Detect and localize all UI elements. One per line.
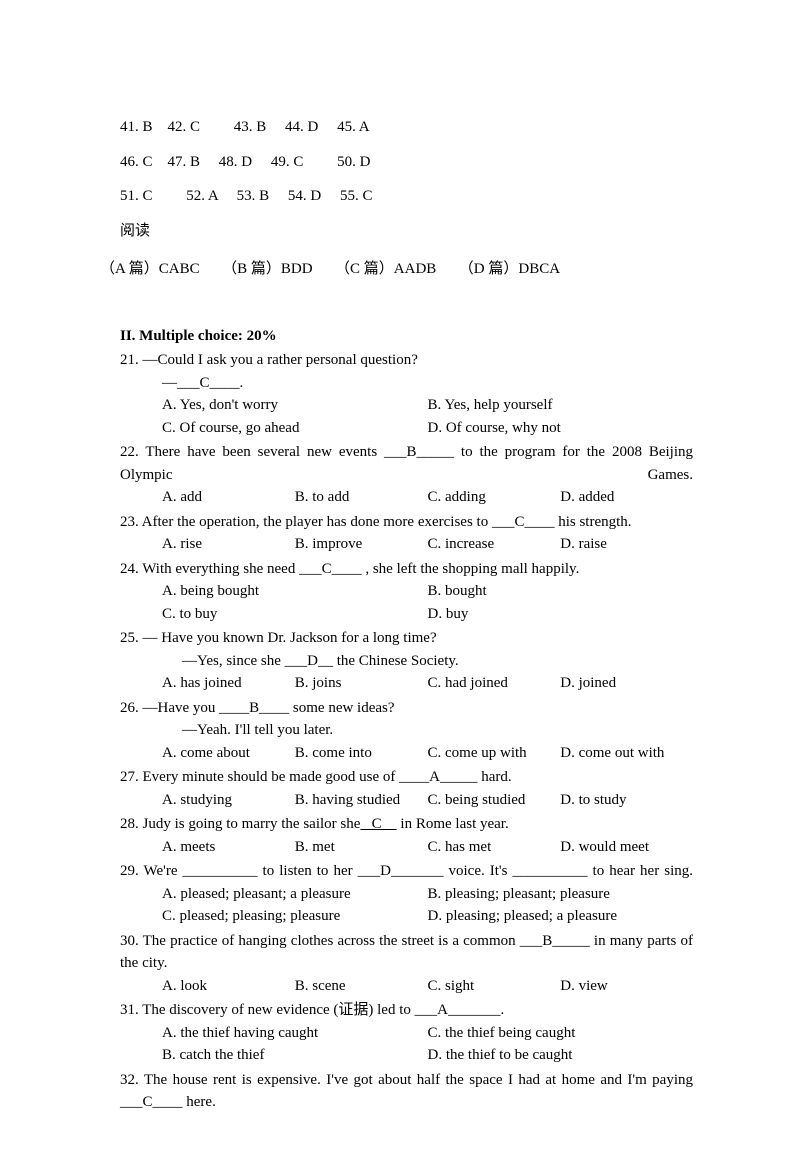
answer-row-3: 51. C 52. A 53. B 54. D 55. C [120,179,693,214]
q24-options-row2: C. to buy D. buy [120,603,693,626]
question-25: 25. — Have you known Dr. Jackson for a l… [120,627,693,695]
q29-optB: B. pleasing; pleasant; pleasure [428,883,694,906]
q25-line2: —Yes, since she ___D__ the Chinese Socie… [120,650,693,673]
q29-text: 29. We're __________ to listen to her __… [120,860,693,883]
q26-optC: C. come up with [428,742,561,765]
q28-optC: C. has met [428,836,561,859]
q23-optD: D. raise [560,533,693,556]
q30-optD: D. view [560,975,693,998]
q22-optB: B. to add [295,486,428,509]
q32-text: 32. The house rent is expensive. I've go… [120,1069,693,1114]
q25-options: A. has joined B. joins C. had joined D. … [120,672,693,695]
q21-line2: —___C____. [120,372,693,395]
q30-options: A. look B. scene C. sight D. view [120,975,693,998]
answer-row-1: 41. B 42. C 43. B 44. D 45. A [120,110,693,145]
question-28: 28. Judy is going to marry the sailor sh… [120,813,693,858]
q23-options: A. rise B. improve C. increase D. raise [120,533,693,556]
q27-text: 27. Every minute should be made good use… [120,766,693,789]
question-31: 31. The discovery of new evidence (证据) l… [120,999,693,1067]
q22-options: A. add B. to add C. adding D. added [120,486,693,509]
q31-options-row2: B. catch the thief D. the thief to be ca… [120,1044,693,1067]
section-title: II. Multiple choice: 20% [120,325,693,348]
question-27: 27. Every minute should be made good use… [120,766,693,811]
question-23: 23. After the operation, the player has … [120,511,693,556]
q30-optB: B. scene [295,975,428,998]
q22-optD: D. added [560,486,693,509]
q25-optA: A. has joined [162,672,295,695]
answer-row-2: 46. C 47. B 48. D 49. C 50. D [120,145,693,180]
question-32: 32. The house rent is expensive. I've go… [120,1069,693,1114]
question-22: 22. There have been several new events _… [120,441,693,509]
q24-optC: C. to buy [162,603,428,626]
q21-optB: B. Yes, help yourself [428,394,694,417]
q25-optC: C. had joined [428,672,561,695]
question-24: 24. With everything she need ___C____ , … [120,558,693,626]
q27-optD: D. to study [560,789,693,812]
question-29: 29. We're __________ to listen to her __… [120,860,693,928]
q31-optB: B. catch the thief [162,1044,428,1067]
q26-line2: —Yeah. I'll tell you later. [120,719,693,742]
q31-optC: C. the thief being caught [428,1022,694,1045]
q24-optA: A. being bought [162,580,428,603]
q22-optC: C. adding [428,486,561,509]
q29-options-row1: A. pleased; pleasant; a pleasure B. plea… [120,883,693,906]
q29-optC: C. pleased; pleasing; pleasure [162,905,428,928]
q26-optB: B. come into [295,742,428,765]
q21-options-row2: C. Of course, go ahead D. Of course, why… [120,417,693,440]
q30-optC: C. sight [428,975,561,998]
q31-text: 31. The discovery of new evidence (证据) l… [120,999,693,1022]
q23-optA: A. rise [162,533,295,556]
q24-optB: B. bought [428,580,694,603]
q27-optB: B. having studied [295,789,428,812]
reading-answers: （A 篇）CABC （B 篇）BDD （C 篇）AADB （D 篇）DBCA [100,252,693,287]
q21-optD: D. Of course, why not [428,417,694,440]
q26-options: A. come about B. come into C. come up wi… [120,742,693,765]
q22-text: 22. There have been several new events _… [120,441,693,486]
q24-options-row1: A. being bought B. bought [120,580,693,603]
q27-options: A. studying B. having studied C. being s… [120,789,693,812]
q27-optC: C. being studied [428,789,561,812]
q28-text: 28. Judy is going to marry the sailor sh… [120,813,693,836]
q30-optA: A. look [162,975,295,998]
q25-line1: 25. — Have you known Dr. Jackson for a l… [120,627,693,650]
q23-optC: C. increase [428,533,561,556]
q26-optD: D. come out with [560,742,693,765]
answer-key-block: 41. B 42. C 43. B 44. D 45. A 46. C 47. … [120,110,693,287]
q25-optD: D. joined [560,672,693,695]
q28-optB: B. met [295,836,428,859]
page-content: 41. B 42. C 43. B 44. D 45. A 46. C 47. … [0,0,793,1176]
question-30: 30. The practice of hanging clothes acro… [120,930,693,998]
q29-options-row2: C. pleased; pleasing; pleasure D. pleasi… [120,905,693,928]
q26-line1: 26. —Have you ____B____ some new ideas? [120,697,693,720]
q31-optD: D. the thief to be caught [428,1044,694,1067]
q28-optD: D. would meet [560,836,693,859]
q23-optB: B. improve [295,533,428,556]
q21-optA: A. Yes, don't worry [162,394,428,417]
q24-optD: D. buy [428,603,694,626]
question-26: 26. —Have you ____B____ some new ideas? … [120,697,693,765]
question-21: 21. —Could I ask you a rather personal q… [120,349,693,439]
q30-text: 30. The practice of hanging clothes acro… [120,930,693,975]
q21-optC: C. Of course, go ahead [162,417,428,440]
q27-optA: A. studying [162,789,295,812]
q23-text: 23. After the operation, the player has … [120,511,693,534]
q22-optA: A. add [162,486,295,509]
q28-options: A. meets B. met C. has met D. would meet [120,836,693,859]
q24-text: 24. With everything she need ___C____ , … [120,558,693,581]
q31-optA: A. the thief having caught [162,1022,428,1045]
q25-optB: B. joins [295,672,428,695]
reading-label: 阅读 [120,214,693,249]
q21-line1: 21. —Could I ask you a rather personal q… [120,349,693,372]
q29-optA: A. pleased; pleasant; a pleasure [162,883,428,906]
q21-options-row1: A. Yes, don't worry B. Yes, help yoursel… [120,394,693,417]
q31-options-row1: A. the thief having caught C. the thief … [120,1022,693,1045]
q29-optD: D. pleasing; pleased; a pleasure [428,905,694,928]
q26-optA: A. come about [162,742,295,765]
q28-optA: A. meets [162,836,295,859]
